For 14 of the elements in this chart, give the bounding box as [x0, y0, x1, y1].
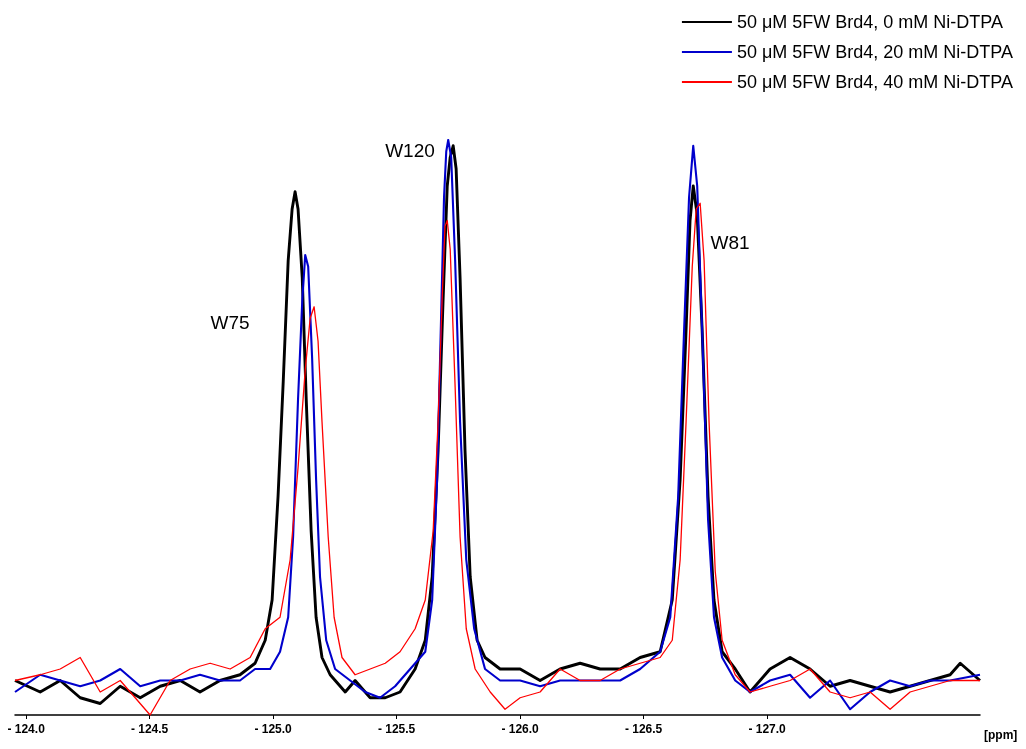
- legend-label: 50 μM 5FW Brd4, 40 mM Ni-DTPA: [736, 72, 1014, 92]
- legend-label: 50 μM 5FW Brd4, 0 mM Ni-DTPA: [736, 12, 1003, 32]
- x-axis-title: [ppm]: [984, 728, 1018, 742]
- annotation: W120: [385, 139, 435, 161]
- x-tick-label: - 124.0: [7, 722, 46, 736]
- x-tick-label: - 125.5: [377, 722, 416, 736]
- annotation: W81: [710, 231, 750, 253]
- x-tick-label: - 124.5: [130, 722, 169, 736]
- annotation: W75: [210, 311, 250, 333]
- x-tick-label: - 126.0: [501, 722, 540, 736]
- x-tick-label: - 126.5: [624, 722, 663, 736]
- x-tick-label: - 127.0: [748, 722, 787, 736]
- legend-label: 50 μM 5FW Brd4, 20 mM Ni-DTPA: [736, 42, 1014, 62]
- x-tick-label: - 125.0: [254, 722, 293, 736]
